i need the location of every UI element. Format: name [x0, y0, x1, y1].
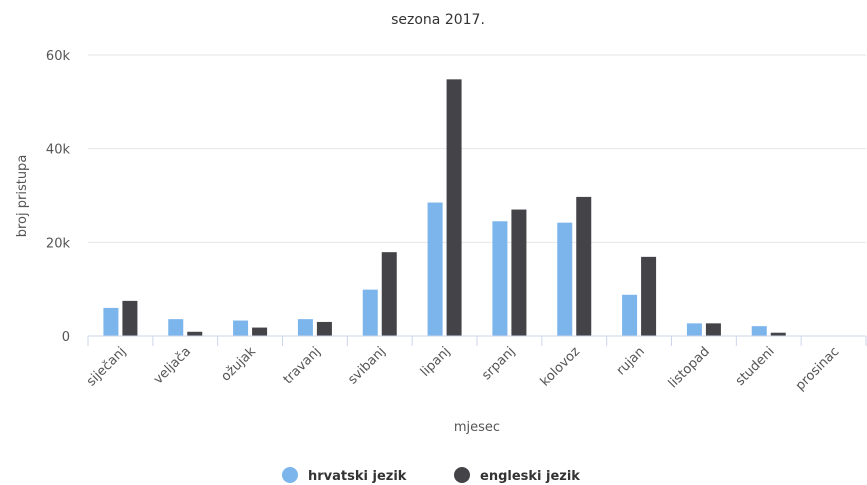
x-tick-label: siječanj: [84, 344, 129, 389]
y-tick-label: 20k: [46, 236, 71, 251]
bar-hrvatski-0[interactable]: [103, 307, 119, 336]
bar-hrvatski-2[interactable]: [233, 320, 249, 336]
x-tick-label: prosinac: [793, 344, 843, 394]
bar-hrvatski-10[interactable]: [751, 326, 767, 336]
bar-engleski-6[interactable]: [511, 209, 527, 336]
y-tick-label: 0: [62, 330, 70, 345]
x-tick-label: listopad: [666, 344, 713, 391]
legend-item-engleski[interactable]: engleski jezik: [454, 467, 580, 484]
bar-engleski-9[interactable]: [705, 323, 721, 336]
bar-engleski-0[interactable]: [122, 300, 138, 336]
bar-engleski-7[interactable]: [576, 196, 592, 336]
x-axis-ticks: siječanj veljača ožujak travanj svibanj lipan…: [84, 336, 867, 394]
bar-hrvatski-5[interactable]: [427, 202, 443, 336]
x-tick-label: travanj: [281, 344, 324, 387]
bar-hrvatski-8[interactable]: [622, 294, 638, 336]
x-tick-label: lipanj: [418, 344, 454, 380]
bar-engleski-4[interactable]: [381, 252, 397, 336]
legend-marker: [282, 467, 298, 483]
bar-engleski-3[interactable]: [316, 321, 332, 336]
legend-marker: [454, 467, 470, 483]
legend-label: engleski jezik: [480, 469, 580, 484]
bar-engleski-2[interactable]: [252, 327, 268, 336]
legend-label: hrvatski jezik: [308, 469, 407, 484]
x-tick-label: studeni: [733, 344, 778, 389]
x-tick-label: svibanj: [345, 344, 388, 387]
bar-engleski-5[interactable]: [446, 79, 462, 336]
y-axis-ticks: 0 20k 40k 60k: [46, 49, 71, 345]
y-tick-label: 40k: [46, 143, 71, 158]
x-tick-label: kolovoz: [538, 344, 583, 389]
bar-hrvatski-9[interactable]: [686, 323, 702, 336]
bar-engleski-10[interactable]: [770, 332, 786, 336]
bar-hrvatski-6[interactable]: [492, 221, 508, 336]
x-axis-title: mjesec: [454, 420, 500, 435]
bar-hrvatski-4[interactable]: [362, 289, 378, 336]
bar-hrvatski-7[interactable]: [557, 222, 573, 336]
grid-lines: [88, 54, 866, 243]
legend-item-hrvatski[interactable]: hrvatski jezik: [282, 467, 407, 484]
y-axis-title: broj pristupa: [15, 155, 30, 238]
bars: [103, 79, 786, 336]
x-tick-label: rujan: [614, 344, 648, 378]
y-tick-label: 60k: [46, 49, 71, 64]
x-tick-label: srpanj: [479, 344, 518, 383]
x-tick-label: ožujak: [219, 344, 260, 385]
legend: hrvatski jezik engleski jezik: [282, 467, 580, 484]
bar-hrvatski-1[interactable]: [168, 319, 184, 336]
chart-title: sezona 2017.: [391, 12, 485, 28]
bar-engleski-8[interactable]: [641, 256, 657, 336]
x-tick-label: veljača: [151, 344, 194, 387]
bar-engleski-1[interactable]: [187, 331, 203, 336]
bar-hrvatski-3[interactable]: [297, 319, 313, 336]
